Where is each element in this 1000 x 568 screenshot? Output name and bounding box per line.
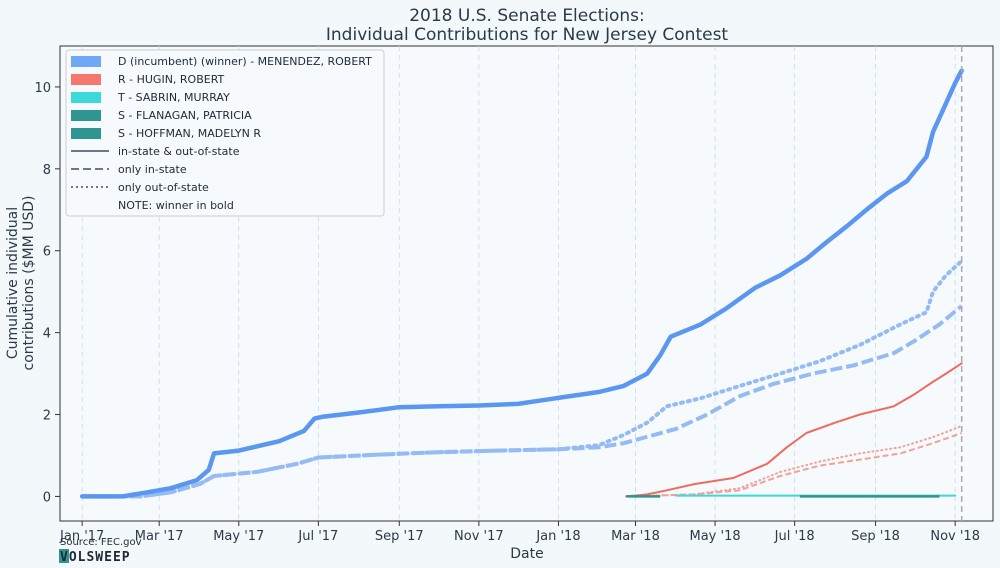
x-tick-label: Nov '17 xyxy=(454,529,504,544)
x-tick-label: Nov '18 xyxy=(930,529,980,544)
x-tick-label: May '17 xyxy=(213,529,264,544)
x-tick-label: Jul '17 xyxy=(297,529,338,544)
chart-subtitle: Individual Contributions for New Jersey … xyxy=(326,25,729,45)
series-line-hugin-solid xyxy=(625,362,963,498)
grid xyxy=(81,46,956,521)
y-axis-label-line2: contributions ($MM USD) xyxy=(21,196,37,371)
legend-box xyxy=(65,49,385,217)
y-tick-label: 4 xyxy=(43,327,51,342)
x-tick-label: May '18 xyxy=(689,529,740,544)
legend-swatch-sabrin xyxy=(71,92,101,103)
legend-swatch-flanagan xyxy=(71,110,101,121)
legend-swatch-menendez xyxy=(71,56,101,67)
x-axis-label: Date xyxy=(510,546,543,562)
x-tick-label: Sep '18 xyxy=(851,529,900,544)
series-line-menendez-solid xyxy=(79,68,964,499)
y-tick-label: 0 xyxy=(43,490,51,505)
y-tick-label: 8 xyxy=(43,163,51,178)
chart-title: 2018 U.S. Senate Elections: xyxy=(409,6,645,26)
legend-label-dotted: only out-of-state xyxy=(118,181,209,194)
source-text: Source: FEC.gov xyxy=(60,537,142,548)
series-line-hugin-dotted xyxy=(625,425,963,498)
x-tick-label: Jul '18 xyxy=(774,529,815,544)
y-tick-label: 10 xyxy=(34,81,51,96)
x-tick-label: Jan '17 xyxy=(59,529,104,544)
logo: VOLSWEEP xyxy=(59,549,131,565)
y-tick-label: 6 xyxy=(43,245,51,260)
legend-label-hugin: R - HUGIN, ROBERT xyxy=(118,73,225,86)
x-tick-label: Mar '17 xyxy=(135,529,184,544)
y-axis-label-line1: Cumulative individual xyxy=(5,207,21,359)
y-axis-ticks: 0 2 4 6 8 10 xyxy=(34,81,60,505)
series-lines xyxy=(79,68,964,499)
logo-mark xyxy=(59,549,69,563)
series-line-menendez-dashed xyxy=(82,304,963,499)
logo-text: VOLSWEEP xyxy=(60,550,131,565)
legend-swatch-hoffman xyxy=(71,128,101,139)
legend-label-flanagan: S - FLANAGAN, PATRICIA xyxy=(118,109,252,122)
x-tick-label: Sep '17 xyxy=(375,529,424,544)
y-tick-label: 2 xyxy=(43,409,51,424)
x-tick-label: Mar '18 xyxy=(611,529,660,544)
legend-label-solid: in-state & out-of-state xyxy=(118,145,240,158)
legend-label-menendez: D (incumbent) (winner) - MENENDEZ, ROBER… xyxy=(118,55,372,68)
legend: D (incumbent) (winner) - MENENDEZ, ROBER… xyxy=(65,49,385,217)
x-tick-label: Jan '18 xyxy=(535,529,580,544)
series-line-hugin-dashed xyxy=(626,432,963,498)
legend-note: NOTE: winner in bold xyxy=(118,199,234,212)
series-line-menendez-dotted xyxy=(80,259,964,499)
x-axis-ticks: Jan '17 Mar '17 May '17 Jul '17 Sep '17 Nov '… xyxy=(59,521,980,544)
legend-label-dashed: only in-state xyxy=(118,163,187,176)
legend-label-sabrin: T - SABRIN, MURRAY xyxy=(117,91,230,104)
legend-label-hoffman: S - HOFFMAN, MADELYN R xyxy=(118,127,261,140)
legend-swatch-hugin xyxy=(71,74,101,85)
